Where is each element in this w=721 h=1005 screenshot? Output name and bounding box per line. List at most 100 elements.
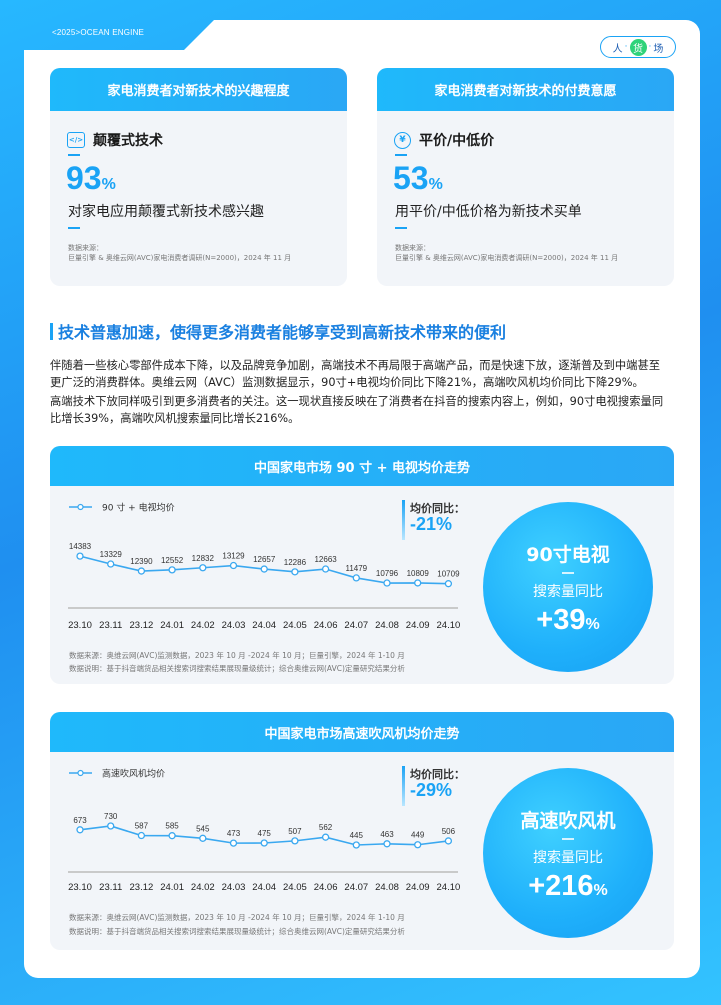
data-point	[137, 567, 146, 575]
yoy-accent-bar	[402, 766, 405, 806]
data-label: 13129	[222, 552, 245, 561]
legend-label: 高速吹风机均价	[102, 768, 165, 780]
source-label: 数据来源：	[68, 244, 103, 252]
data-label: 12286	[284, 558, 307, 567]
data-label: 673	[73, 816, 87, 825]
report-tag: <2025>OCEAN ENGINE	[52, 28, 145, 37]
data-point	[291, 568, 299, 576]
data-point	[260, 839, 268, 847]
yoy-value: -21%	[410, 514, 453, 534]
card-header: 家电消费者对新技术的兴趣程度	[50, 68, 347, 111]
yoy-label: 均价同比：	[410, 502, 465, 515]
x-tick-label: 23.11	[99, 882, 122, 893]
section-nav: 人 · 货 · 场	[600, 36, 676, 58]
section-title: 技术普惠加速，使得更多消费者能够享受到高新技术带来的便利	[50, 319, 506, 343]
circle-subtitle: 搜索量同比	[533, 584, 603, 600]
data-point	[199, 564, 207, 572]
data-point	[414, 579, 422, 587]
data-point	[444, 580, 453, 588]
hairdryer-price-panel: 中国家电市场高速吹风机均价走势 高速吹风机均价 673 23.10 730 23.11 5…	[50, 712, 674, 950]
data-label: 12663	[314, 555, 337, 564]
nav-item-goods[interactable]: 货	[629, 38, 647, 56]
data-label: 585	[165, 822, 179, 831]
card-label-row: ¥ 平价/中低价	[394, 130, 494, 150]
divider	[68, 154, 80, 156]
data-point	[291, 837, 299, 845]
data-point	[414, 841, 422, 849]
data-label: 14383	[69, 542, 92, 551]
x-tick-label: 23.10	[68, 620, 92, 631]
data-label: 12832	[192, 554, 215, 563]
data-label: 12657	[253, 555, 276, 564]
data-explanation-note: 数据说明：基于抖音端货品相关搜索词搜索结果展现量级统计；综合奥维云网(AVC)定…	[69, 927, 405, 936]
data-point	[383, 579, 391, 587]
stat-value: 53%	[393, 160, 443, 196]
willingness-card: 家电消费者对新技术的付费意愿 ¥ 平价/中低价 53% 用平价/中低价格为新技术…	[377, 68, 674, 286]
paragraph-2: 高端技术下放同样吸引到更多消费者的关注。这一现状直接反映在了消费者在抖音的搜索内…	[50, 395, 664, 425]
data-source-note: 数据来源：奥维云网(AVC)监测数据，2023 年 10 月 -2024 年 1…	[69, 651, 405, 660]
data-point	[199, 834, 207, 842]
x-tick-label: 24.05	[283, 882, 307, 893]
chart-title: 中国家电市场高速吹风机均价走势	[50, 712, 674, 752]
card-header: 家电消费者对新技术的付费意愿	[377, 68, 674, 111]
tech-screen-icon: </>	[67, 132, 85, 148]
data-label: 12390	[130, 557, 153, 566]
source-label: 数据来源：	[395, 244, 430, 252]
data-source-note: 数据来源：奥维云网(AVC)监测数据，2023 年 10 月 -2024 年 1…	[69, 913, 405, 922]
legend-marker	[77, 769, 84, 777]
x-tick-label: 24.07	[344, 620, 368, 631]
data-label: 449	[411, 831, 425, 840]
divider	[395, 227, 407, 229]
legend-marker	[77, 503, 84, 511]
circle-divider	[562, 838, 574, 840]
data-label: 562	[319, 823, 333, 832]
circle-divider	[562, 572, 574, 574]
x-tick-label: 24.04	[252, 882, 276, 893]
nav-item-scene[interactable]: 场	[653, 43, 664, 55]
data-point	[168, 566, 176, 574]
data-label: 10809	[407, 569, 430, 578]
x-tick-label: 24.08	[375, 620, 399, 631]
data-point	[229, 561, 238, 570]
data-point	[260, 565, 268, 573]
hairdryer-price-chart: 高速吹风机均价 673 23.10 730 23.11 587 23.12 585 24.01 5…	[68, 768, 461, 893]
data-label: 473	[227, 829, 241, 838]
yen-coin-icon: ¥	[394, 131, 411, 149]
data-point	[137, 831, 146, 840]
x-tick-label: 24.09	[406, 882, 430, 893]
x-tick-label: 24.05	[283, 620, 307, 631]
data-point	[76, 826, 84, 834]
paragraph-1: 伴随着一些核心零部件成本下降，以及品牌竞争加剧，高端技术不再局限于高端产品，而是…	[50, 359, 661, 389]
x-tick-label: 24.06	[314, 882, 338, 893]
x-tick-label: 24.09	[406, 620, 430, 631]
x-tick-label: 23.10	[68, 882, 92, 893]
yoy-value: -29%	[410, 780, 453, 800]
nav-item-people[interactable]: 人	[612, 43, 623, 55]
yoy-accent-bar	[402, 500, 405, 540]
x-tick-label: 24.10	[437, 620, 461, 631]
x-tick-label: 24.08	[375, 882, 399, 893]
data-explanation-note: 数据说明：基于抖音端货品相关搜索词搜索结果展现量级统计；综合奥维云网(AVC)定…	[69, 664, 405, 673]
data-point	[107, 822, 115, 830]
data-point	[352, 841, 360, 849]
circle-title: 高速吹风机	[520, 810, 616, 832]
data-label: 507	[288, 827, 302, 836]
data-label: 10709	[437, 570, 460, 579]
title-accent-bar	[50, 322, 53, 340]
card-label: 平价/中低价	[419, 133, 495, 149]
circle-subtitle: 搜索量同比	[533, 850, 603, 866]
divider	[68, 227, 80, 229]
x-tick-label: 24.06	[314, 620, 338, 631]
chart-title: 中国家电市场 90 寸 + 电视均价走势	[50, 446, 674, 486]
circle-value: +216%	[528, 870, 608, 902]
search-growth-circle: 高速吹风机 搜索量同比 +216%	[483, 768, 653, 938]
legend-label: 90 寸 + 电视均价	[102, 502, 175, 514]
x-tick-label: 24.07	[344, 882, 368, 893]
data-point	[321, 833, 330, 841]
data-label: 10796	[376, 569, 399, 578]
yoy-label: 均价同比：	[410, 768, 465, 781]
interest-card: 家电消费者对新技术的兴趣程度 </> 颠覆式技术 93% 对家电应用颠覆式新技术…	[50, 68, 347, 286]
x-tick-label: 24.10	[437, 882, 461, 893]
data-label: 506	[442, 827, 456, 836]
data-label: 445	[350, 831, 364, 840]
